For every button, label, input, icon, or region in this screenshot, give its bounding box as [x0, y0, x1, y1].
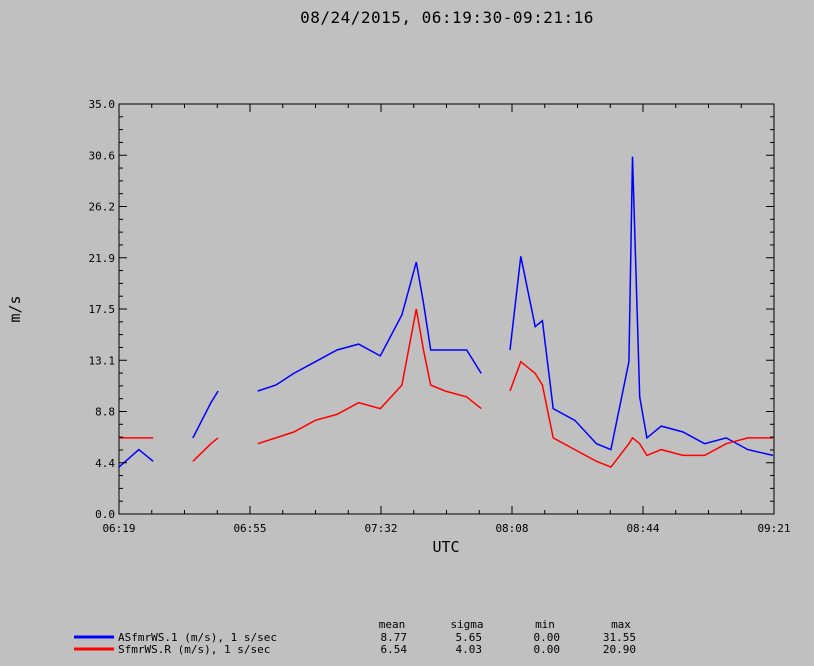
legend-stat-value: 6.54: [381, 643, 408, 656]
legend-stat-value: 20.90: [603, 643, 636, 656]
stats-header-sigma: sigma: [450, 618, 483, 631]
y-tick-label: 30.6: [89, 149, 116, 162]
y-axis-label: m/s: [6, 295, 24, 322]
chart-title: 08/24/2015, 06:19:30-09:21:16: [300, 8, 594, 27]
x-tick-label: 06:55: [233, 522, 266, 535]
y-tick-label: 13.1: [89, 354, 116, 367]
x-tick-label: 07:32: [364, 522, 397, 535]
y-axis-ticks: 0.0 4.4 8.8 13.1 17.5 21.9 26.2 30.6 35.0: [89, 98, 774, 521]
y-tick-label: 17.5: [89, 303, 116, 316]
series-layer: [118, 156, 774, 469]
y-tick-label: 0.0: [95, 508, 115, 521]
plot-frame: [118, 103, 775, 515]
legend: mean sigma min max ASfmrWS.1 (m/s), 1 s/sec 8…: [74, 618, 636, 656]
legend-stat-value: 8.77: [381, 631, 408, 644]
y-tick-label: 35.0: [89, 98, 116, 111]
legend-stat-value: 4.03: [456, 643, 483, 656]
x-tick-label: 08:44: [626, 522, 659, 535]
x-axis-ticks: 06:19 06:55 07:32 08:08 08:44 09:21: [102, 104, 791, 535]
x-tick-label: 09:21: [757, 522, 790, 535]
series-line-sfmrws-r: [119, 308, 773, 469]
legend-stat-value: 0.00: [534, 643, 561, 656]
series-line-asfmrws: [118, 156, 774, 468]
x-tick-label: 06:19: [102, 522, 135, 535]
legend-entry: SfmrWS.R (m/s), 1 s/sec: [118, 643, 270, 656]
stats-header-min: min: [535, 618, 555, 631]
legend-stat-value: 0.00: [534, 631, 561, 644]
y-tick-label: 8.8: [95, 406, 115, 419]
y-tick-label: 26.2: [89, 201, 116, 214]
y-tick-label: 4.4: [95, 457, 115, 470]
x-axis-label: UTC: [432, 538, 459, 556]
legend-stat-value: 31.55: [603, 631, 636, 644]
stats-header-max: max: [611, 618, 631, 631]
stats-header-mean: mean: [379, 618, 406, 631]
legend-entry: ASfmrWS.1 (m/s), 1 s/sec: [118, 631, 277, 644]
y-tick-label: 21.9: [89, 252, 116, 265]
legend-stat-value: 5.65: [456, 631, 483, 644]
x-tick-label: 08:08: [495, 522, 528, 535]
